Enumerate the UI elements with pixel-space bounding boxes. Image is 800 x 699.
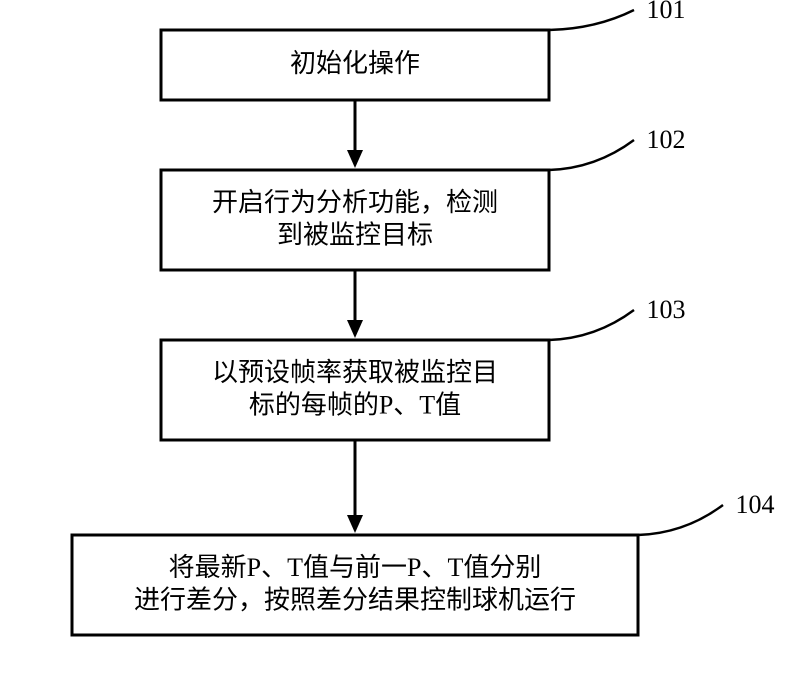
reference-label: 101 (647, 0, 686, 24)
arrowhead-icon (347, 515, 363, 533)
flow-node-text: 标的每帧的P、T值 (249, 390, 461, 419)
flow-node-text: 初始化操作 (290, 49, 420, 78)
reference-label: 103 (647, 295, 686, 324)
reference-label: 102 (647, 125, 686, 154)
flow-node-text: 将最新P、T值与前一P、T值分别 (169, 553, 542, 582)
leader-line (638, 505, 723, 535)
flow-node-text: 以预设帧率获取被监控目 (212, 358, 498, 387)
flow-node-text: 到被监控目标 (277, 220, 433, 249)
leader-line (549, 10, 634, 30)
arrowhead-icon (347, 320, 363, 338)
reference-label: 104 (736, 490, 775, 519)
arrowhead-icon (347, 150, 363, 168)
leader-line (549, 310, 634, 340)
flow-node-text: 进行差分，按照差分结果控制球机运行 (134, 585, 576, 614)
leader-line (549, 140, 634, 170)
flow-node-text: 开启行为分析功能，检测 (212, 188, 498, 217)
